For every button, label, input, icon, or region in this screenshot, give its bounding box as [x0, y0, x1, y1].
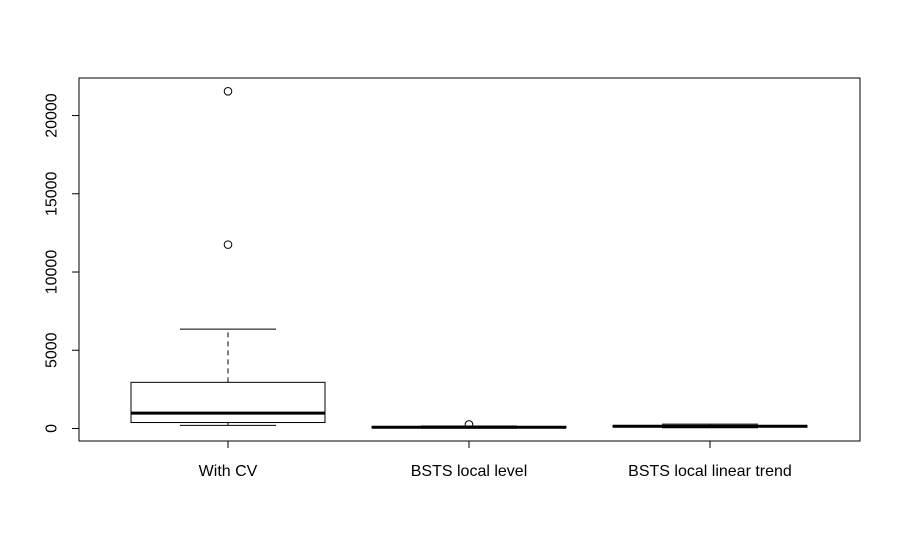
outlier-point	[223, 86, 233, 96]
box-1	[130, 86, 326, 426]
box-2	[371, 420, 567, 429]
y-tick-label: 10000	[44, 250, 61, 295]
x-tick-label: With CV	[199, 463, 258, 480]
box-body	[130, 381, 326, 424]
x-tick-label: BSTS local linear trend	[628, 463, 792, 480]
boxes	[130, 86, 808, 429]
y-tick-label: 20000	[44, 93, 61, 138]
outlier-point	[464, 420, 474, 429]
x-axis: With CV BSTS local level BSTS local linear…	[199, 440, 792, 480]
outlier-point	[223, 240, 233, 249]
y-tick-label: 0	[44, 424, 61, 433]
box-3	[612, 423, 808, 429]
y-axis: 0 5000 10000 15000 20000	[44, 93, 80, 433]
x-tick-label: BSTS local level	[411, 463, 528, 480]
y-tick-label: 15000	[44, 171, 61, 216]
y-tick-label: 5000	[44, 332, 61, 368]
